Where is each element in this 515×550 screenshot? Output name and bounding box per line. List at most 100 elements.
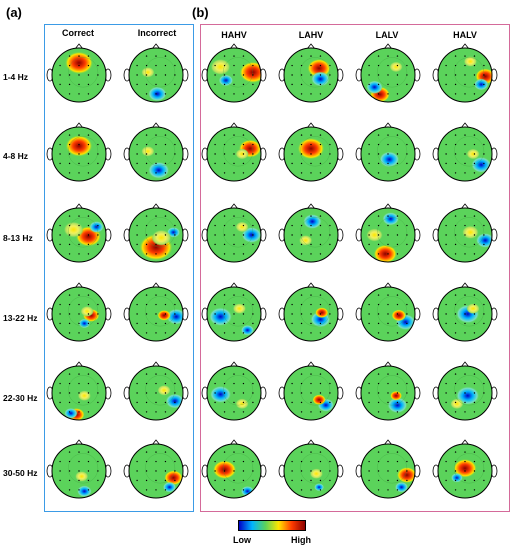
topomap-1-4hz-correct-blob-0: [64, 51, 94, 75]
topomap-8-13hz-incorrect-electrode-12: [155, 253, 157, 255]
topomap-30-50hz-incorrect-electrode-5: [145, 470, 148, 472]
topomap-4-8hz-correct-electrode-6: [68, 162, 71, 165]
topomap-13-22hz-lalv-electrode-11: [387, 322, 389, 325]
topomap-4-8hz-halv-outline: [437, 126, 493, 182]
topomap-30-50hz-lahv-electrode-0: [291, 460, 293, 463]
topomap-22-30hz-halv-electrode-0: [445, 382, 447, 385]
topomap-4-8hz-correct: [46, 122, 112, 182]
topomap-4-8hz-halv-contour: [453, 136, 485, 167]
topomap-8-13hz-lalv-electrode-14: [396, 224, 399, 227]
topomap-4-8hz-lahv-electrode-19: [329, 153, 331, 155]
topomap-1-4hz-hahv-activity: [210, 57, 261, 88]
topomap-4-8hz-lahv-contour: [299, 136, 331, 167]
topomap-30-50hz-lahv-outline: [283, 443, 339, 499]
topomap-22-30hz-hahv-electrode-17: [242, 411, 245, 413]
topomap-30-50hz-incorrect-electrode-0: [136, 460, 138, 463]
topomap-22-30hz-correct-electrode-7: [68, 411, 71, 413]
column-header-hahv: HAHV: [221, 30, 247, 40]
row-label-1-4hz: 1-4 Hz: [3, 72, 29, 82]
topomap-22-30hz-correct-outline: [51, 365, 107, 421]
topomap-22-30hz-halv-electrode-2: [445, 401, 447, 404]
topomap-8-13hz-lalv-electrode-10: [387, 234, 389, 236]
topomap-13-22hz-incorrect-electrode-16: [164, 322, 167, 325]
topomap-13-22hz-lahv-electrode-2: [291, 322, 293, 325]
topomap-30-50hz-incorrect-blob-0: [164, 470, 183, 486]
topomap-22-30hz-correct-electrode-8: [78, 373, 80, 375]
row-label-8-13hz: 8-13 Hz: [3, 233, 33, 243]
topomap-22-30hz-lalv-electrode-10: [387, 392, 389, 394]
topomap-30-50hz-correct-electrode-9: [78, 460, 80, 463]
topomap-13-22hz-hahv-blob-0: [208, 307, 233, 327]
topomap-13-22hz-incorrect-electrode-11: [155, 322, 157, 325]
topomap-13-22hz-correct-electrode-4: [68, 303, 71, 306]
topomap-30-50hz-halv: [432, 439, 498, 499]
topomap-30-50hz-incorrect-electrode-18: [174, 460, 176, 463]
topomap-30-50hz-correct-electrode-3: [68, 451, 71, 453]
topomap-22-30hz-incorrect-electrode-1: [136, 392, 138, 394]
topomap-1-4hz-halv-electrode-0: [445, 64, 447, 67]
topomap-22-30hz-correct-electrode-9: [78, 382, 80, 385]
topomap-30-50hz-lalv-electrode-13: [396, 451, 399, 453]
topomap-30-50hz-correct-electrode-20: [97, 479, 99, 482]
topomap-30-50hz-correct-electrode-2: [59, 479, 61, 482]
topomap-30-50hz-halv-electrode-18: [483, 460, 485, 463]
topomap-13-22hz-incorrect-electrode-0: [136, 303, 138, 306]
topomap-1-4hz-incorrect-electrode-19: [174, 74, 176, 76]
topomap-13-22hz-lahv-outline: [283, 286, 339, 342]
topomap-4-8hz-lahv-electrode-6: [300, 162, 303, 165]
topomap-8-13hz-hahv-electrode-10: [233, 234, 235, 236]
topomap-13-22hz-halv-electrode-1: [445, 313, 447, 315]
topomap-13-22hz-correct-electrode-14: [87, 303, 90, 306]
topomap-1-4hz-halv-electrode-13: [473, 55, 476, 57]
topomap-4-8hz-correct-electrode-13: [87, 134, 90, 136]
topomap-8-13hz-correct-electrode-14: [87, 224, 90, 227]
topomap-8-13hz-lahv: [278, 203, 344, 263]
topomap-1-4hz-halv-electrode-9: [464, 64, 466, 67]
topomap-22-30hz-halv-electrode-18: [483, 382, 485, 385]
topomap-30-50hz-incorrect-outline: [128, 443, 184, 499]
topomap-1-4hz-hahv-outline: [206, 47, 262, 103]
topomap-22-30hz-hahv-electrode-4: [223, 382, 226, 385]
topomap-30-50hz-halv-electrode-0: [445, 460, 447, 463]
topomap-22-30hz-lahv-electrode-9: [310, 382, 312, 385]
topomap-22-30hz-halv-electrode-1: [445, 392, 447, 394]
topomap-22-30hz-lalv-electrode-19: [406, 392, 408, 394]
topomap-4-8hz-hahv-contour: [222, 136, 254, 167]
topomap-22-30hz-lalv-electrode-1: [368, 392, 370, 394]
topomap-4-8hz-lalv-electrode-5: [377, 153, 380, 155]
topomap-22-30hz-correct-electrode-0: [59, 382, 61, 385]
topomap-4-8hz-correct-outline: [51, 126, 107, 182]
topomap-4-8hz-lahv-electrode-18: [329, 143, 331, 146]
topomap-1-4hz-halv-blob-2: [463, 56, 478, 67]
topomap-4-8hz-halv-electrode-16: [473, 162, 476, 165]
topomap-1-4hz-halv-electrode-6: [454, 83, 457, 86]
topomap-13-22hz-incorrect-electrode-20: [174, 322, 176, 325]
topomap-8-13hz-lahv-activity: [298, 213, 331, 248]
topomap-1-4hz-lalv-electrode-3: [377, 55, 380, 57]
topomap-8-13hz-correct-electrode-18: [97, 224, 99, 227]
topomap-8-13hz-lalv-outline: [360, 207, 416, 263]
topomap-8-13hz-correct-electrode-13: [87, 215, 90, 217]
topomap-8-13hz-hahv-blob-1: [235, 221, 249, 233]
topomap-22-30hz-incorrect-electrode-14: [164, 382, 167, 385]
topomap-4-8hz-hahv-electrode-11: [233, 162, 235, 165]
topomap-1-4hz-correct-electrode-15: [87, 74, 90, 76]
topomap-30-50hz-hahv-electrode-9: [233, 460, 235, 463]
topomap-30-50hz-halv-blob-1: [450, 472, 463, 483]
topomap-22-30hz-lalv-electrode-14: [396, 382, 399, 385]
topomap-22-30hz-hahv-blob-0: [209, 385, 232, 403]
topomap-4-8hz-hahv-electrode-4: [223, 143, 226, 146]
topomap-4-8hz-correct-electrode-5: [68, 153, 71, 155]
topomap-4-8hz-lalv-electrode-14: [396, 143, 399, 146]
topomap-22-30hz-lahv-electrode-5: [300, 392, 303, 394]
topomap-8-13hz-lalv-electrode-8: [387, 215, 389, 217]
topomap-13-22hz-halv-electrode-0: [445, 303, 447, 306]
topomap-22-30hz-incorrect-electrode-5: [145, 392, 148, 394]
topomap-8-13hz-hahv-electrode-0: [214, 224, 216, 227]
topomap-30-50hz-lalv-outline: [360, 443, 416, 499]
topomap-13-22hz-halv-electrode-13: [473, 294, 476, 296]
topomap-8-13hz-halv-electrode-10: [464, 234, 466, 236]
topomap-22-30hz-incorrect-electrode-0: [136, 382, 138, 385]
topomap-4-8hz-halv-electrode-0: [445, 143, 447, 146]
topomap-8-13hz-hahv-activity: [222, 217, 261, 248]
